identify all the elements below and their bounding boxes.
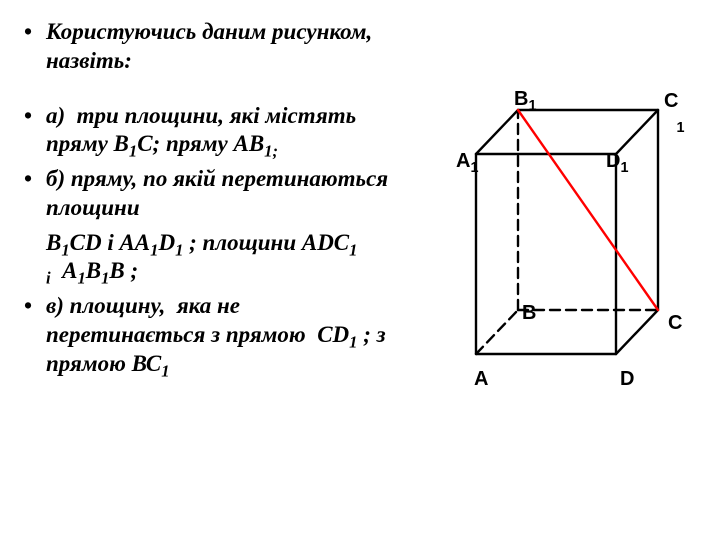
vertex-label-B1: В1 <box>514 88 536 111</box>
lead-line: Користуючись даним рисунком, назвіть: <box>18 18 398 76</box>
item-b: б) пряму, по якій перетинаються площини <box>18 165 398 223</box>
bullet-list-2: в) площину, яка не перетинається з прямо… <box>18 292 398 378</box>
vertex-label-A: A <box>474 368 488 391</box>
vertex-label-D1: D1 <box>606 150 628 173</box>
item-a: а) три площини, які містять пряму В1С; п… <box>18 102 398 160</box>
cube-diagram: A В C D A1 В1 C1 D1 <box>440 88 690 388</box>
text-column: Користуючись даним рисунком, назвіть: а)… <box>18 18 398 384</box>
vertex-label-B: В <box>522 302 536 325</box>
vertex-label-A1: A1 <box>456 150 478 173</box>
vertex-label-D: D <box>620 368 634 391</box>
bullet-list: Користуючись даним рисунком, назвіть: а)… <box>18 18 398 223</box>
vertex-label-C1: C1 <box>664 90 686 113</box>
item-b-cont: В1СD і АА1D1 ; площини АDС1 і А1В1В ; <box>18 229 398 287</box>
item-c: в) площину, яка не перетинається з прямо… <box>18 292 398 378</box>
vertex-label-C: C <box>668 312 682 335</box>
